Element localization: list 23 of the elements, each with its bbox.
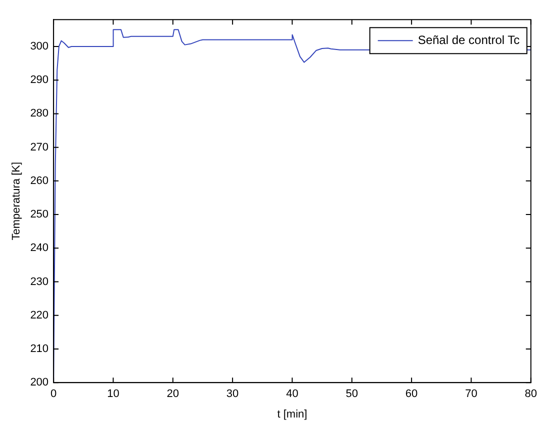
x-tick-label: 60	[405, 388, 418, 400]
x-tick-label: 30	[226, 388, 239, 400]
x-axis-title: t [min]	[277, 408, 308, 420]
y-tick-label: 290	[30, 74, 49, 86]
y-tick-label: 240	[30, 242, 49, 254]
y-tick-label: 280	[30, 108, 49, 120]
x-tick-label: 10	[107, 388, 120, 400]
y-tick-label: 270	[30, 141, 49, 154]
x-tick-label: 0	[50, 388, 57, 400]
x-tick-label: 50	[346, 388, 358, 400]
y-tick-label: 200	[30, 376, 49, 389]
x-tick-label: 70	[465, 388, 478, 400]
legend-label: Señal de control Tc	[418, 32, 520, 47]
y-tick-label: 220	[30, 309, 49, 322]
y-tick-label: 230	[30, 276, 49, 288]
y-axis-title: Temperatura [K]	[10, 162, 23, 240]
y-tick-label: 250	[30, 208, 49, 221]
y-tick-label: 210	[30, 343, 49, 356]
y-tick-label: 300	[30, 40, 49, 53]
x-tick-label: 40	[286, 388, 298, 400]
x-tick-label: 20	[166, 388, 180, 400]
x-tick-label: 80	[524, 388, 538, 400]
y-tick-label: 260	[30, 174, 49, 187]
